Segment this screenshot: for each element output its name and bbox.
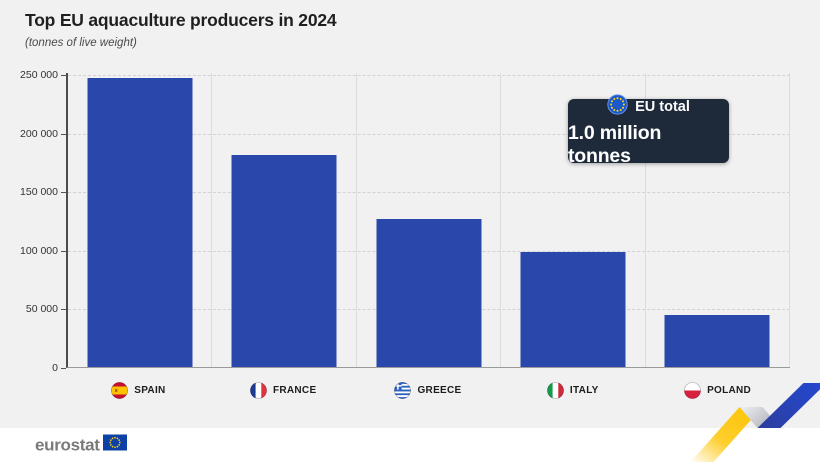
ribbon-silver-segment (739, 407, 781, 428)
chart-column (357, 73, 502, 367)
gridline (68, 75, 790, 76)
x-axis-label-greece: GREECE (356, 377, 501, 403)
france-flag-icon (250, 381, 267, 399)
plot-area (66, 73, 791, 368)
page-subtitle: (tonnes of live weight) (25, 37, 137, 49)
bar-poland (664, 315, 770, 367)
footer: eurostat (0, 428, 820, 462)
bar-france (231, 154, 337, 367)
y-axis-label: 100 000 (20, 244, 58, 257)
eu-total-value: 1.0 million tonnes (568, 122, 662, 167)
eu-flag-logo-icon (102, 434, 127, 456)
eu-total-badge: EU total 1.0 million tonnes (568, 94, 729, 167)
eu-total-row: EU total (607, 94, 690, 120)
x-axis-labels: SPAIN FRANCE GREECE ITALY POLAND (66, 377, 790, 403)
country-label: SPAIN (134, 384, 166, 396)
x-axis-label-poland: POLAND (645, 377, 790, 403)
y-axis-label: 200 000 (20, 127, 58, 140)
eurostat-logo: eurostat (35, 434, 127, 456)
y-axis-tick (61, 250, 66, 252)
country-label: FRANCE (272, 384, 317, 396)
x-axis-label-italy: ITALY (500, 377, 645, 403)
country-label: POLAND (707, 384, 752, 396)
y-axis-label: 250 000 (20, 69, 58, 81)
bar-greece (376, 219, 482, 367)
page-title: Top EU aquaculture producers in 2024 (25, 10, 337, 30)
eu-flag-icon (607, 94, 628, 120)
gridline (68, 133, 790, 135)
gridline (68, 192, 790, 194)
italy-flag-icon (547, 381, 564, 399)
y-axis-label: 0 (52, 362, 58, 374)
y-axis-tick (61, 192, 66, 194)
eurostat-logo-text: eurostat (35, 435, 100, 454)
y-axis-tick (61, 133, 66, 135)
eu-total-label: EU total (635, 99, 690, 115)
spain-flag-icon (111, 381, 129, 399)
y-axis-label: 150 000 (20, 186, 58, 199)
x-axis-label-france: FRANCE (211, 377, 356, 403)
y-axis-label: 50 000 (25, 303, 58, 316)
poland-flag-icon (684, 381, 701, 399)
country-label: ITALY (569, 384, 599, 396)
y-axis-tick (61, 368, 66, 369)
y-axis-tick (61, 309, 66, 311)
chart-column (501, 73, 646, 367)
bar-spain (87, 77, 193, 367)
bar-italy (520, 252, 626, 367)
y-axis-tick (61, 75, 66, 76)
country-label: GREECE (417, 384, 462, 396)
chart-columns (68, 73, 791, 367)
x-axis-label-spain: SPAIN (66, 377, 211, 403)
chart-column (646, 73, 791, 367)
chart-column (212, 73, 357, 367)
chart-column (68, 73, 213, 367)
greece-flag-icon (394, 381, 412, 399)
